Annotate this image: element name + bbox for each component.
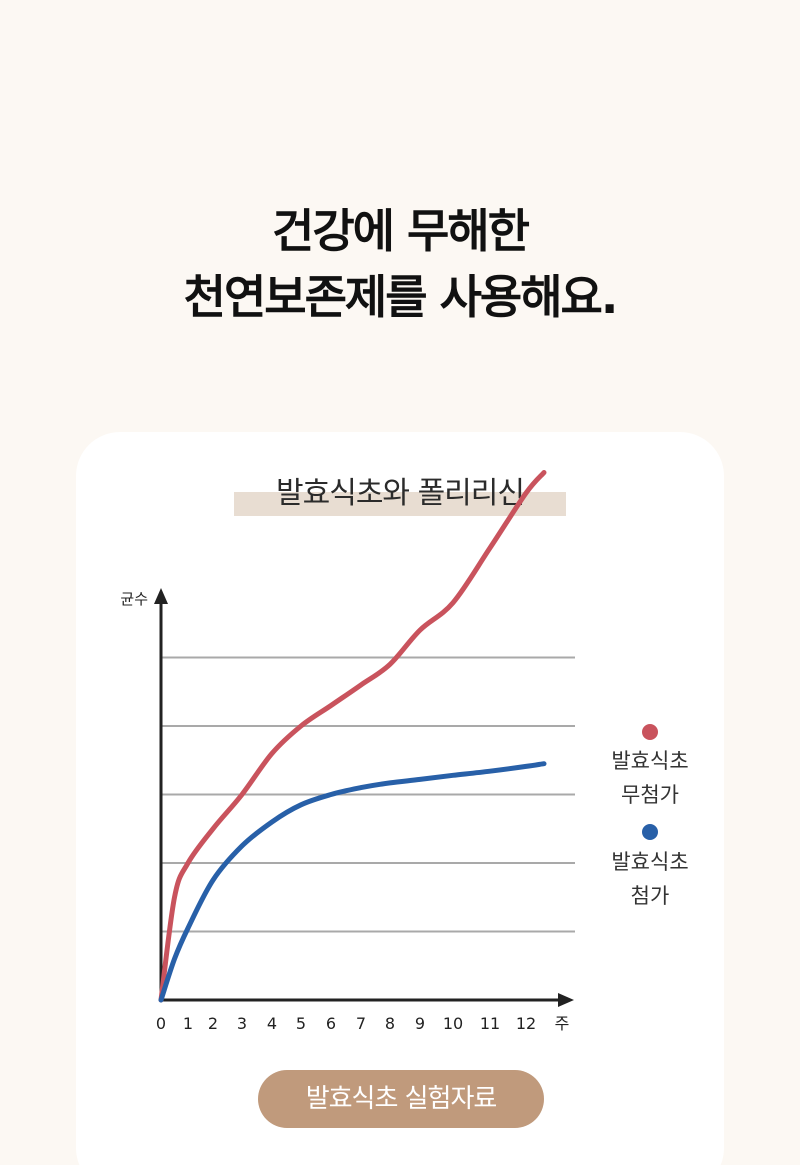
x-tick-labels: 0 1 2 3 4 5 6 7 8 9 10 11 12 <box>156 1014 536 1033</box>
x-tick-label: 1 <box>183 1014 193 1033</box>
legend-label-no-vinegar-line1: 발효식초 <box>611 749 689 773</box>
x-tick-label: 12 <box>516 1014 536 1033</box>
chart-title: 발효식초와 폴리리신 <box>276 476 525 511</box>
experiment-data-button[interactable]: 발효식초 실험자료 <box>258 1070 544 1128</box>
grid-lines <box>161 656 575 933</box>
x-tick-label: 2 <box>208 1014 218 1033</box>
y-axis-arrow <box>154 588 168 604</box>
x-tick-label: 4 <box>267 1014 277 1033</box>
x-axis-label: 주 <box>555 1014 570 1033</box>
x-tick-label: 3 <box>237 1014 247 1033</box>
x-tick-label: 0 <box>156 1014 166 1033</box>
x-tick-label: 7 <box>356 1014 366 1033</box>
series-lines <box>158 470 547 1003</box>
headline-line-2: 천연보존제를 사용해요. <box>183 270 619 324</box>
legend-dot-no-vinegar <box>642 724 658 740</box>
x-tick-label: 9 <box>415 1014 425 1033</box>
series-line-no-vinegar <box>158 470 547 1003</box>
chart-title-block: 발효식초와 폴리리신 <box>234 462 566 516</box>
legend-label-with-vinegar: 발효식초 첨가 <box>590 845 710 913</box>
x-tick-label: 8 <box>385 1014 395 1033</box>
series-line-with-vinegar <box>158 761 547 1003</box>
x-axis-arrow <box>558 993 574 1007</box>
x-tick-label: 10 <box>443 1014 463 1033</box>
legend-label-no-vinegar-line2: 무첨가 <box>621 783 679 807</box>
x-tick-label: 6 <box>326 1014 336 1033</box>
headline-line-1: 건강에 무해한 <box>272 204 530 258</box>
legend-label-with-vinegar-line1: 발효식초 <box>611 850 689 874</box>
chart-card <box>76 432 724 1165</box>
x-tick-label: 11 <box>480 1014 500 1033</box>
legend-label-with-vinegar-line2: 첨가 <box>630 884 670 908</box>
legend-dot-with-vinegar <box>642 824 658 840</box>
x-tick-label: 5 <box>296 1014 306 1033</box>
axes <box>154 588 574 1007</box>
y-axis-label: 균수 <box>120 590 148 608</box>
headline: 건강에 무해한 천연보존제를 사용해요. <box>0 198 800 330</box>
legend-label-no-vinegar: 발효식초 무첨가 <box>590 744 710 812</box>
